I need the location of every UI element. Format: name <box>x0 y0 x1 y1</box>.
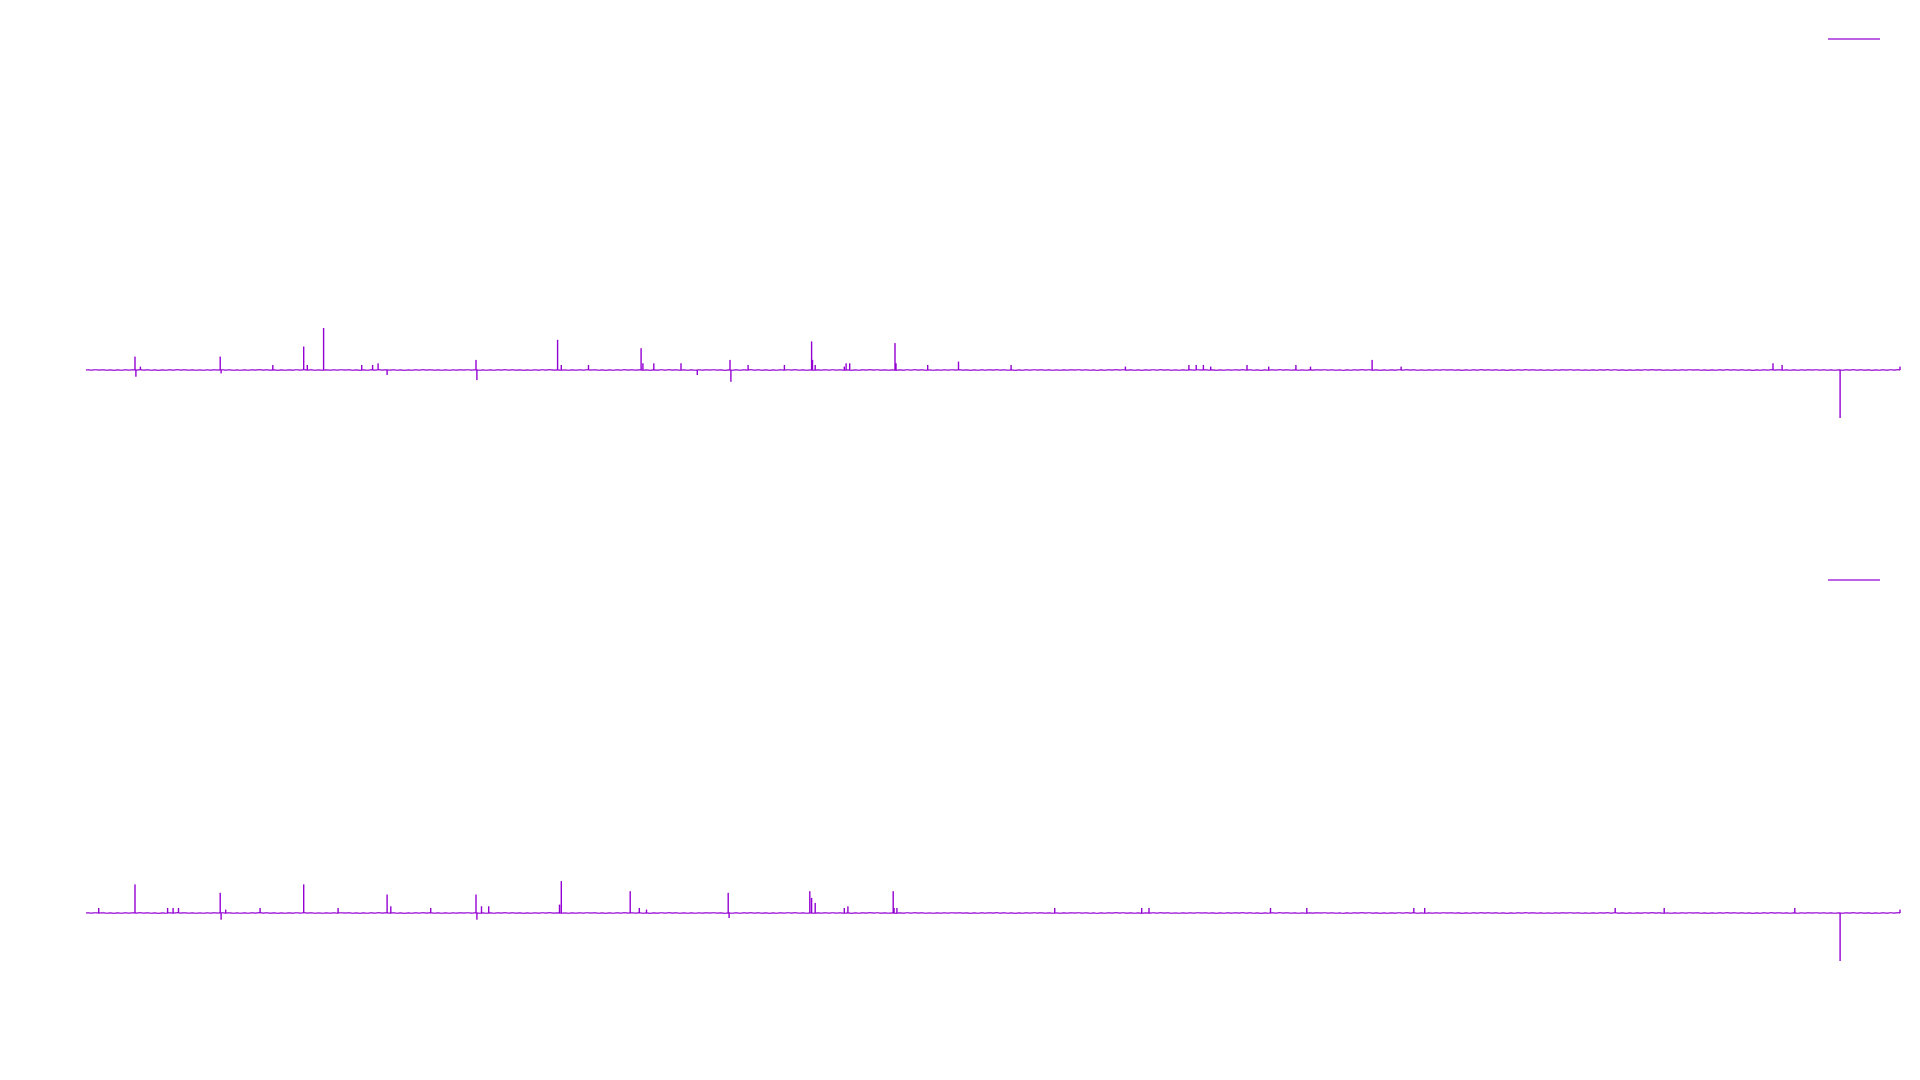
bottom-series-line <box>85 912 1901 914</box>
top-series-line <box>85 369 1901 371</box>
